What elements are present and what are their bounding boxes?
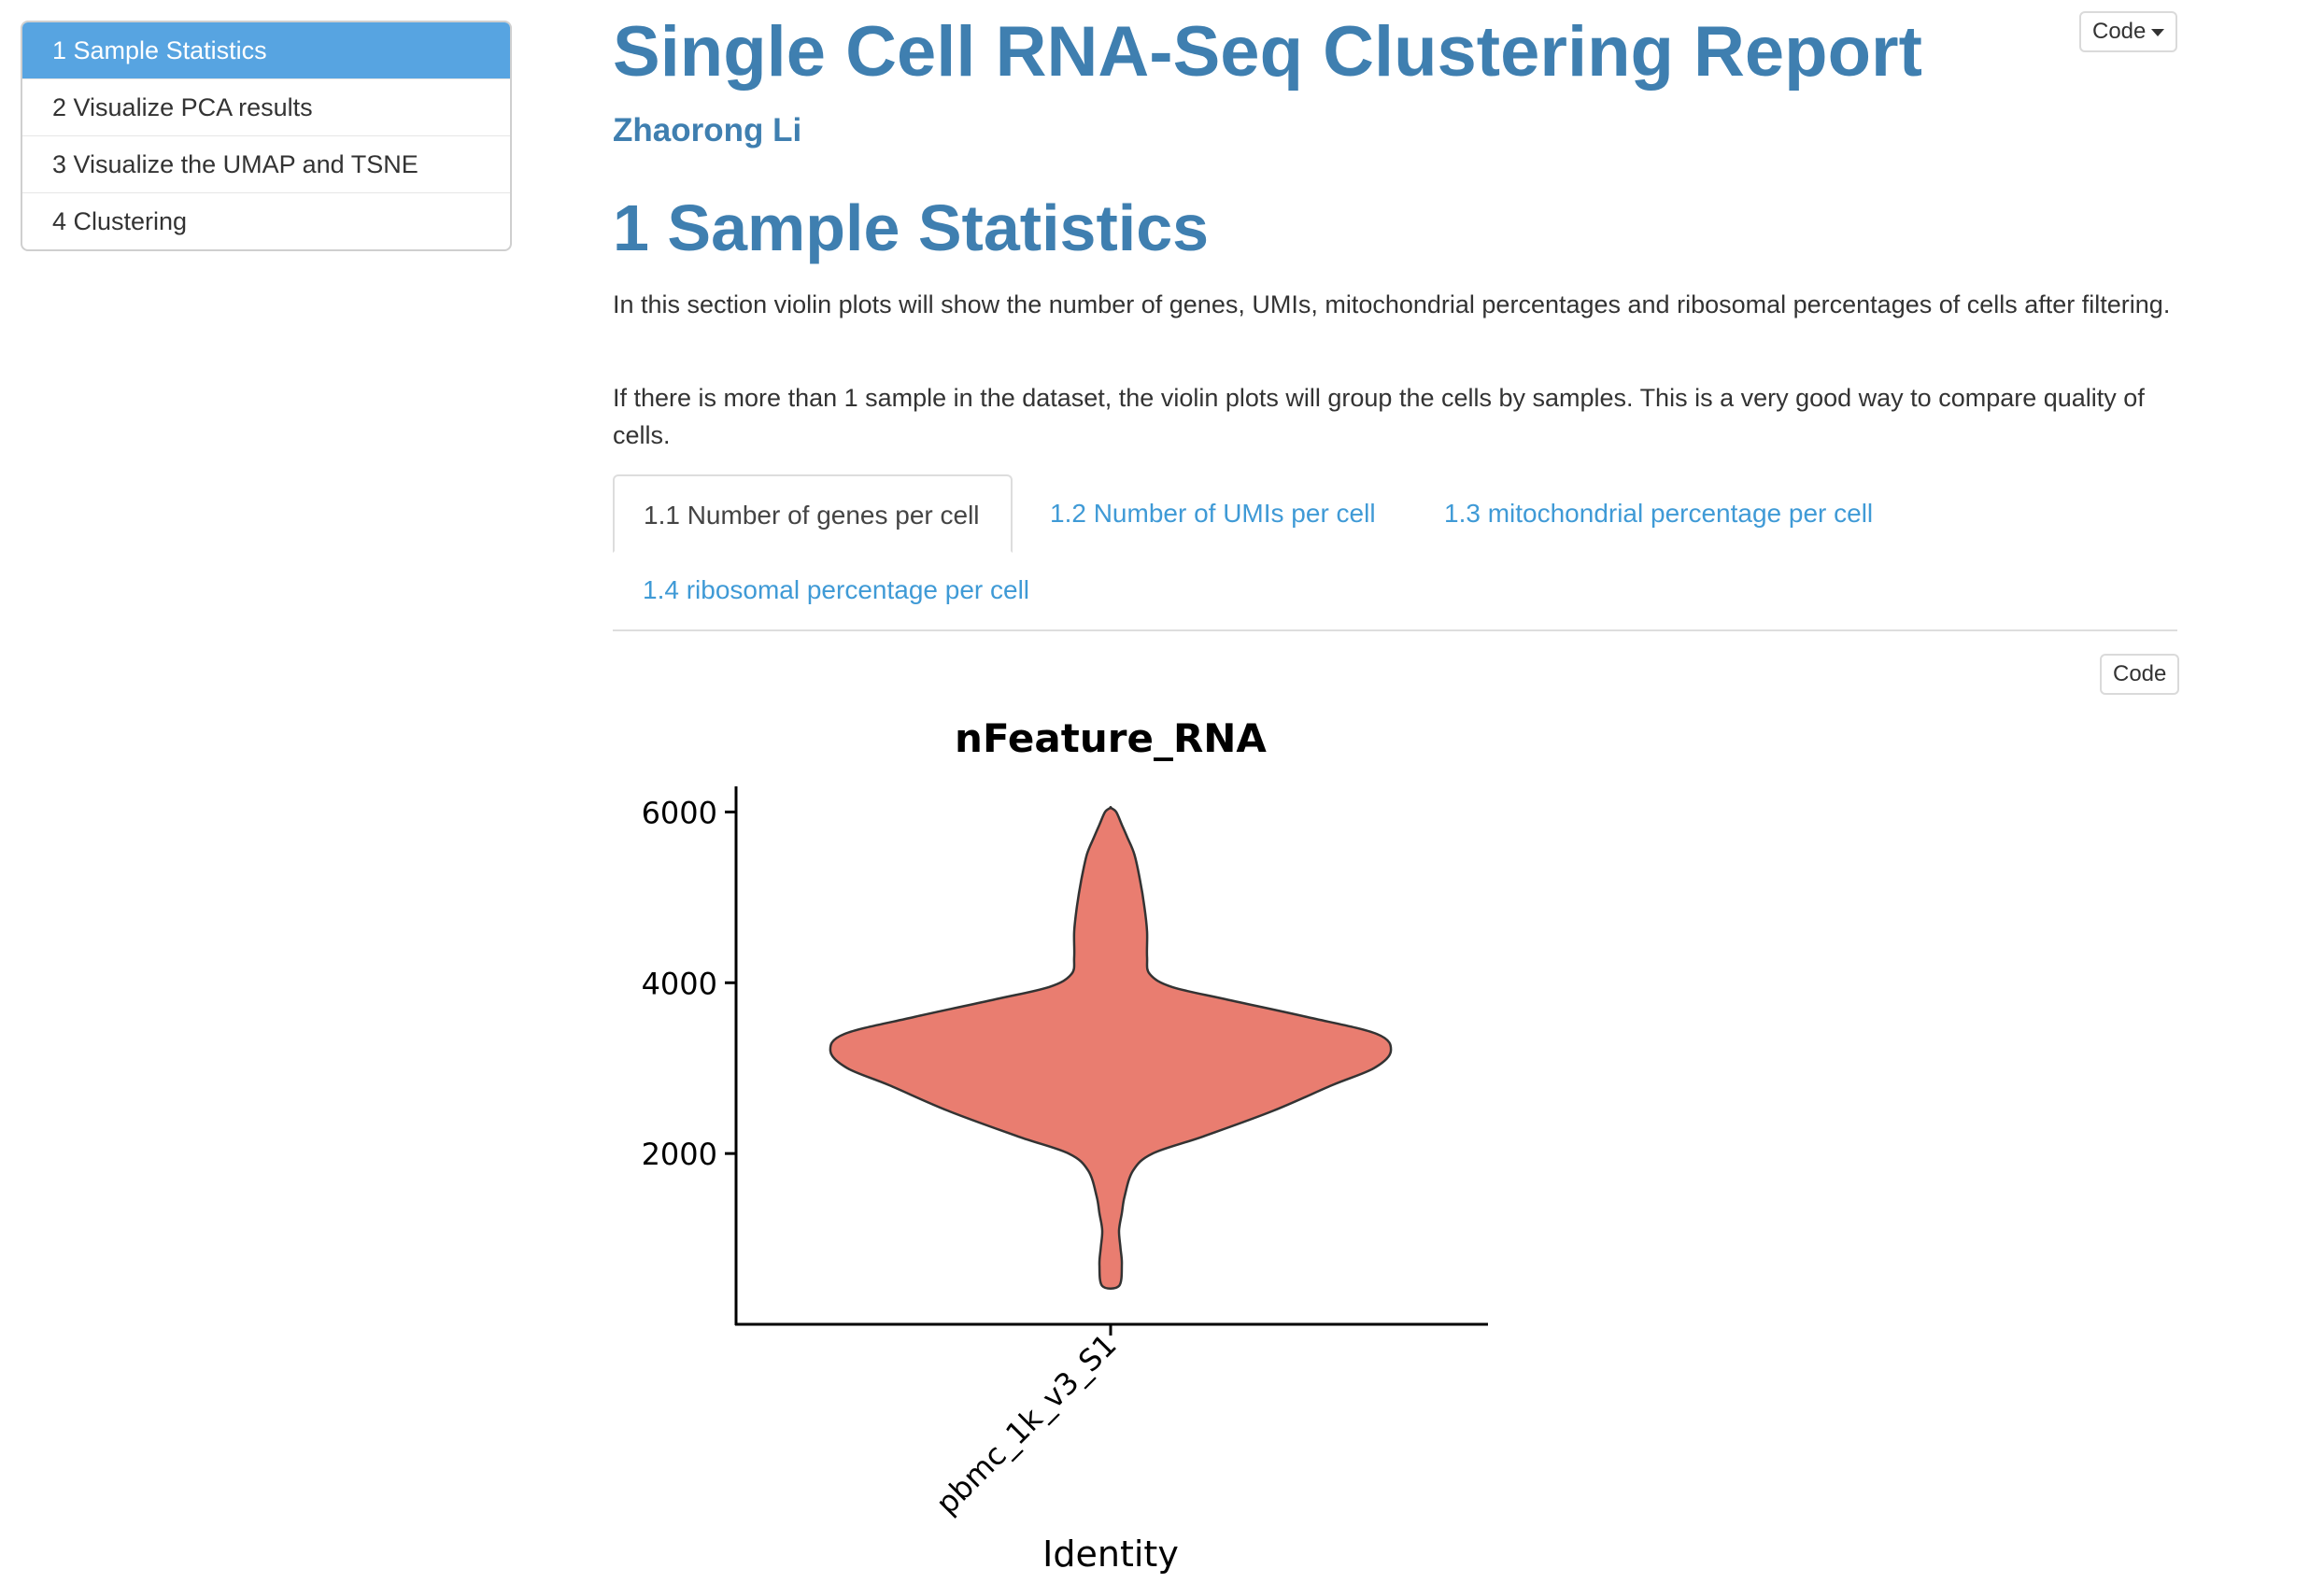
toc-item-pca-results[interactable]: 2 Visualize PCA results xyxy=(22,78,510,135)
caret-down-icon xyxy=(2151,28,2165,36)
violin-layer xyxy=(829,806,1393,1290)
code-dropdown-label: Code xyxy=(2092,19,2147,44)
tab-ribo-percentage[interactable]: 1.4 ribosomal percentage per cell xyxy=(643,575,1030,604)
tab-bar: 1.1 Number of genes per cell 1.2 Number … xyxy=(613,474,2177,631)
y-tick-label: 4000 xyxy=(642,966,717,1001)
chart-title: nFeature_RNA xyxy=(955,719,1267,761)
tab-umis-per-cell[interactable]: 1.2 Number of UMIs per cell xyxy=(1050,499,1376,528)
x-axis-label: Identity xyxy=(1042,1534,1179,1575)
author-name: Zhaorong Li xyxy=(613,112,802,148)
tab-genes-per-cell[interactable]: 1.1 Number of genes per cell xyxy=(613,474,1013,553)
y-tick-label: 2000 xyxy=(642,1137,717,1172)
y-axis-ticks: 2000 4000 6000 xyxy=(642,795,736,1172)
page-title: Single Cell RNA-Seq Clustering Report xyxy=(613,12,1922,92)
section-description: In this section violin plots will show t… xyxy=(613,290,2171,318)
toc-item-sample-statistics[interactable]: 1 Sample Statistics xyxy=(22,22,510,78)
section-note: If there is more than 1 sample in the da… xyxy=(613,384,2145,449)
tab-mito-percentage[interactable]: 1.3 mitochondrial percentage per cell xyxy=(1444,499,1874,528)
code-button[interactable]: Code xyxy=(2100,654,2180,695)
violin-chart: nFeature_RNA 2000 4000 6000 pbmc_1k_v3_S1 … xyxy=(613,715,1547,1583)
code-button-label: Code xyxy=(2113,661,2167,686)
x-axis-ticks: pbmc_1k_v3_S1 xyxy=(929,1324,1124,1521)
section-title: 1 Sample Statistics xyxy=(613,191,1210,264)
table-of-contents: 1 Sample Statistics 2 Visualize PCA resu… xyxy=(21,21,512,251)
violin-shape-pbmc_1k_v3_S1 xyxy=(829,806,1393,1290)
y-tick-label: 6000 xyxy=(642,795,717,830)
x-tick-label: pbmc_1k_v3_S1 xyxy=(929,1327,1124,1521)
toc-item-umap-tsne[interactable]: 3 Visualize the UMAP and TSNE xyxy=(22,135,510,192)
toc-item-clustering[interactable]: 4 Clustering xyxy=(22,192,510,249)
code-dropdown-button[interactable]: Code xyxy=(2079,11,2178,52)
